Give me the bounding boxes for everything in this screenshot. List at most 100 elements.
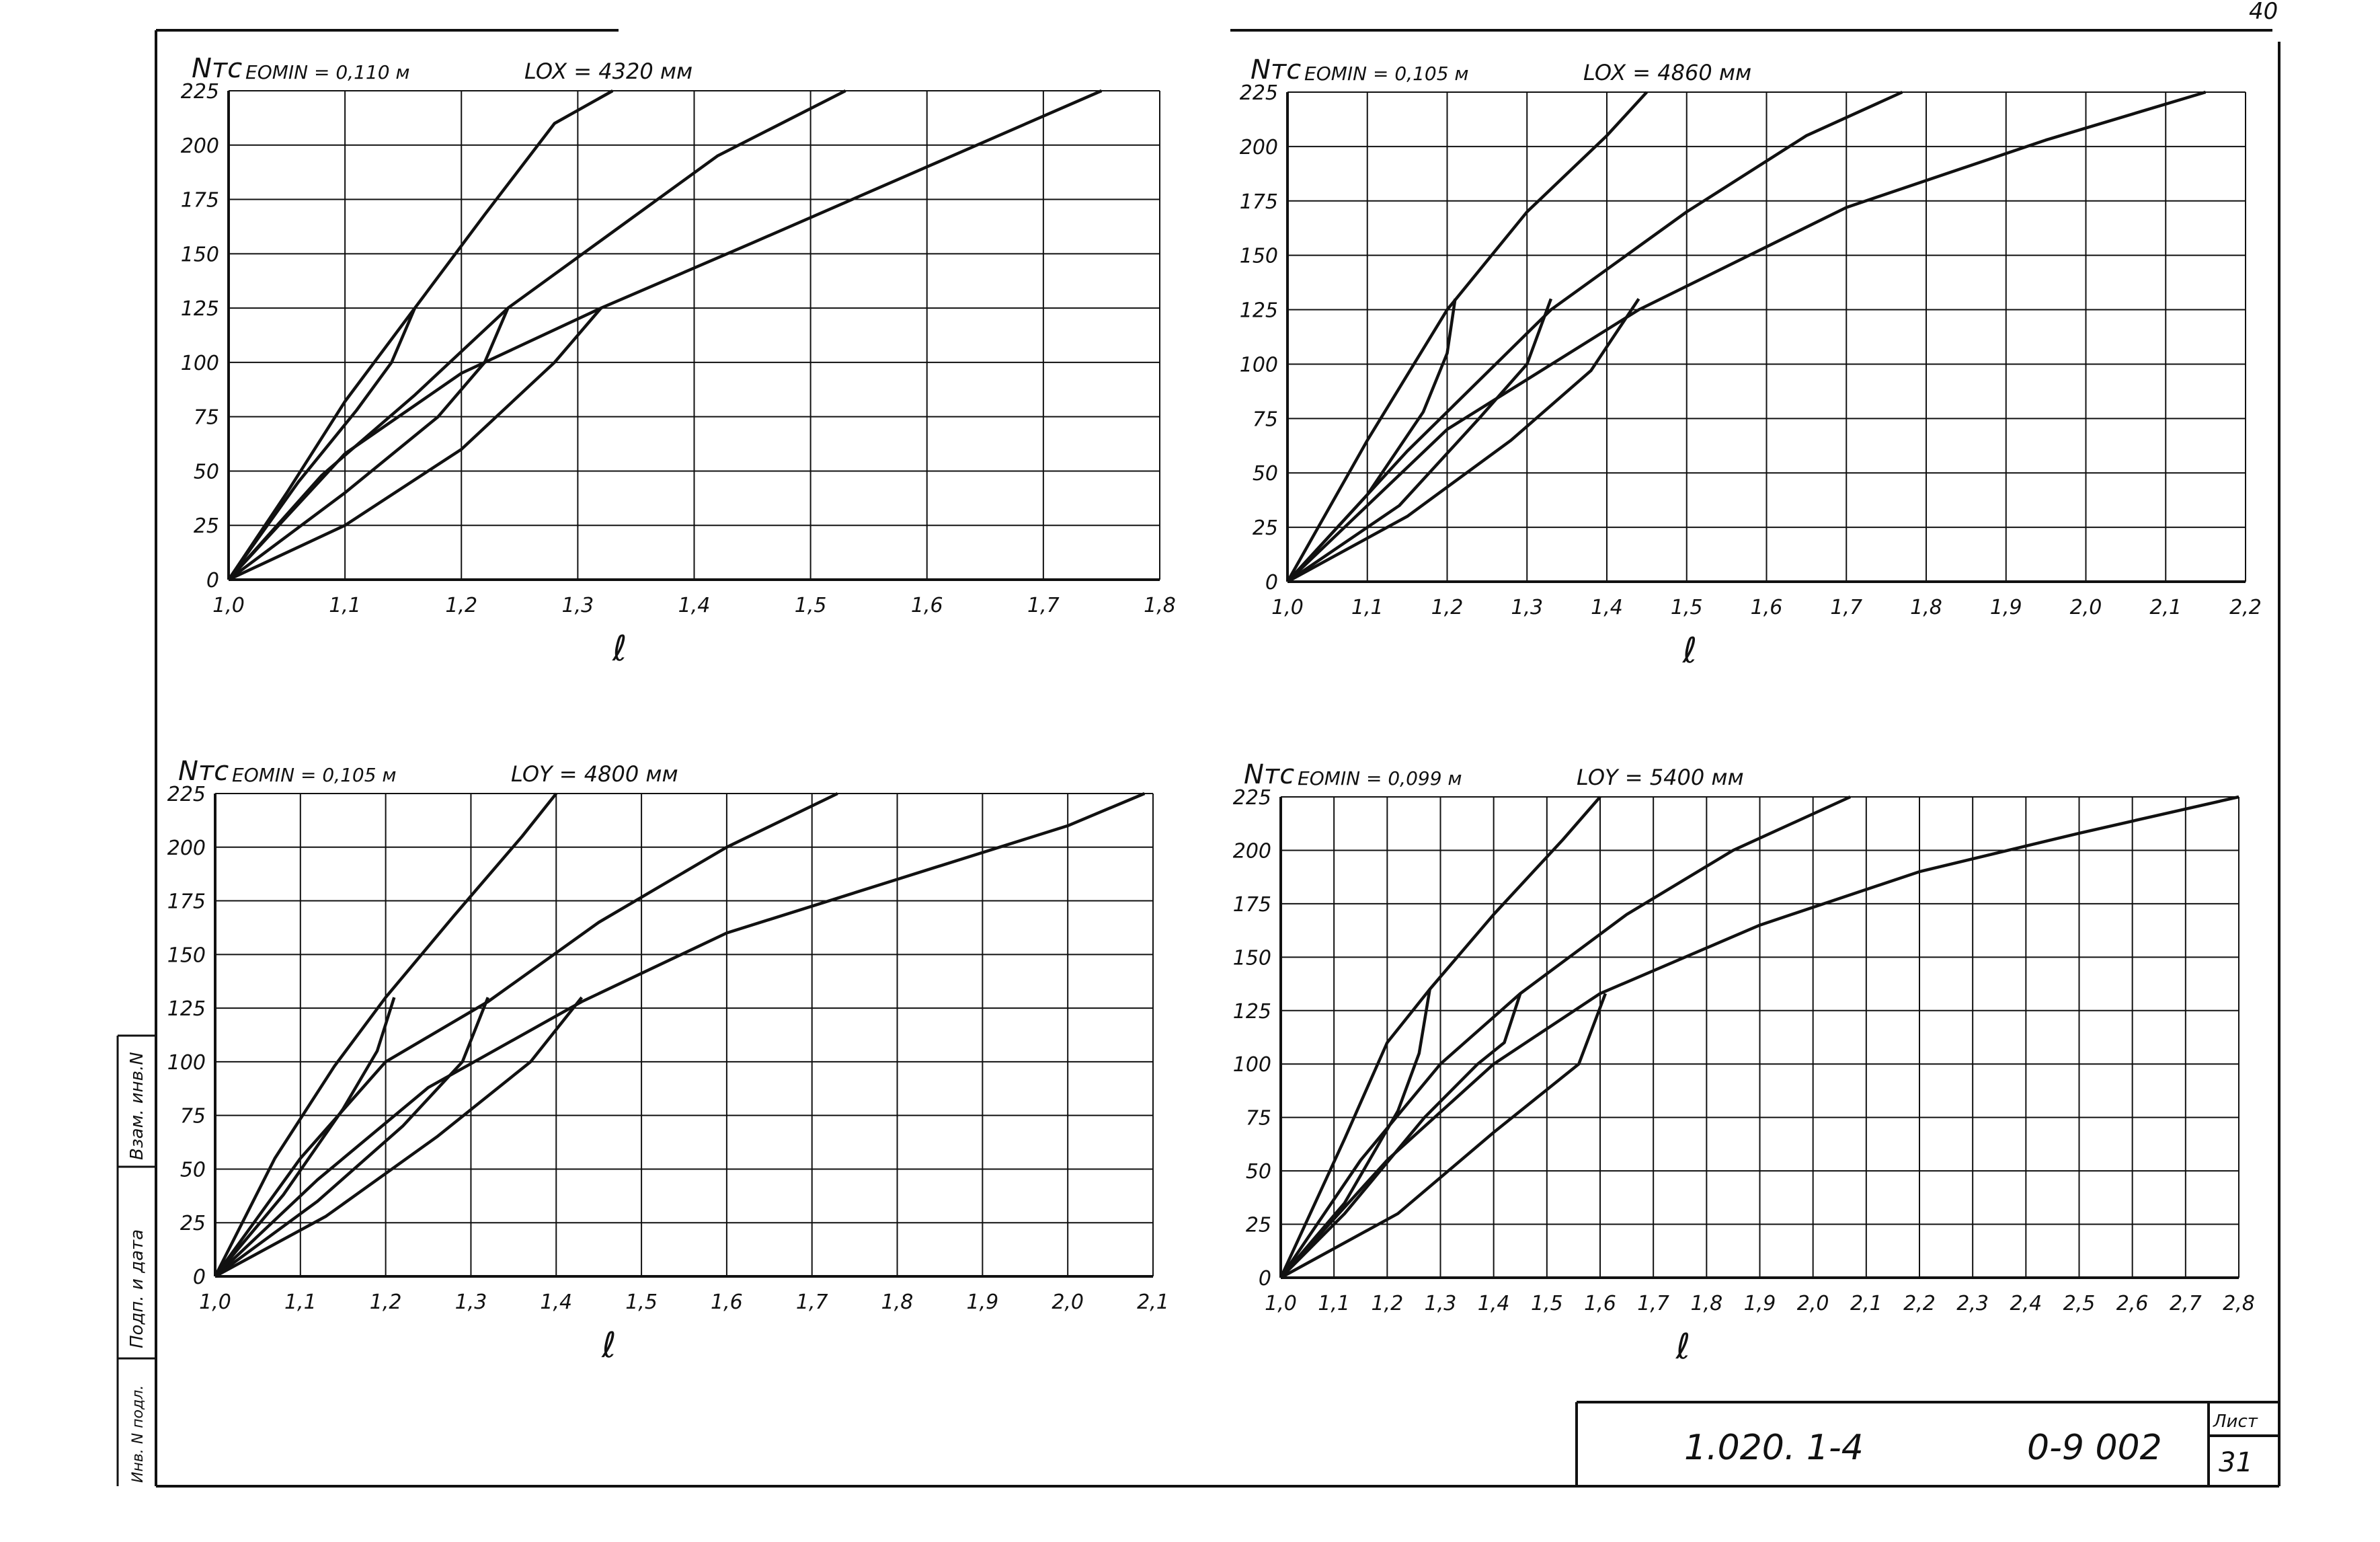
sheet-number: 31	[2219, 1447, 2253, 1478]
y-tick-label: 150	[1233, 946, 1271, 970]
sheet-frame	[155, 29, 2280, 1488]
y-tick-label: 100	[167, 1051, 206, 1075]
x-tick-label: 1,8	[881, 1290, 914, 1314]
x-tick-label: 2,8	[2223, 1292, 2255, 1315]
x-tick-label: 1,1	[329, 594, 361, 617]
y-tick-label: 225	[1233, 786, 1271, 810]
x-tick-label: 1,7	[1830, 596, 1862, 619]
y-tick-label: 50	[180, 1158, 206, 1182]
y-tick-label: 125	[1233, 1000, 1271, 1024]
corner-mark: 40	[2249, 0, 2278, 25]
series-line-5	[1286, 298, 1553, 583]
series-line-3	[214, 792, 1146, 1278]
y-tick-label: 75	[180, 1105, 206, 1128]
x-axis-label: ℓ	[1682, 631, 1697, 671]
parameter-eomin: EOMIN = 0,105 м	[1304, 63, 1469, 85]
x-tick-label: 1,2	[1431, 596, 1464, 619]
parameter-length: LOY = 4800 мм	[511, 761, 678, 787]
x-tick-label: 1,2	[1371, 1292, 1403, 1315]
x-tick-label: 1,3	[1425, 1292, 1457, 1315]
x-tick-label: 1,1	[1318, 1292, 1350, 1315]
chart-panel-top-right: 1,0 1,1 1,2 1,3 1,4 1,5 1,6 1,7 1,8 1,9 2,0 2,1 2,2 0…	[1240, 54, 2262, 671]
x-tick-label: 1,7	[1637, 1292, 1669, 1315]
y-axis-label: Nтс	[1244, 759, 1294, 790]
y-tick-label: 25	[1253, 516, 1278, 540]
x-tick-label: 2,3	[1956, 1292, 1989, 1315]
stamp-label-replacement: Взам. инв.N	[127, 1052, 147, 1160]
series-line-2	[214, 792, 838, 1278]
y-axis-label: Nтс	[1251, 54, 1301, 85]
x-tick-label: 1,6	[1751, 596, 1783, 619]
parameter-eomin: EOMIN = 0,105 м	[232, 764, 397, 786]
series-line-4	[1279, 989, 1431, 1279]
x-tick-label: 1,5	[1671, 596, 1703, 619]
y-tick-label: 150	[167, 943, 206, 967]
y-tick-label: 0	[1259, 1267, 1271, 1290]
parameter-eomin: EOMIN = 0,110 м	[245, 61, 410, 83]
x-tick-label: 1,8	[1690, 1292, 1722, 1315]
series-line-4	[1286, 299, 1457, 583]
x-tick-label: 1,6	[711, 1290, 743, 1314]
y-tick-label: 100	[1240, 353, 1278, 377]
x-tick-label: 1,0	[199, 1290, 231, 1314]
x-tick-label: 1,3	[455, 1290, 487, 1314]
x-tick-label: 1,2	[370, 1290, 402, 1314]
y-tick-label: 175	[181, 189, 219, 213]
y-tick-label: 75	[1253, 408, 1278, 431]
x-tick-label: 1,0	[1265, 1292, 1297, 1315]
x-tick-label: 1,5	[795, 594, 827, 617]
series-line-4	[214, 997, 396, 1278]
x-tick-label: 1,5	[1531, 1292, 1563, 1315]
y-tick-label: 175	[1233, 893, 1271, 917]
x-tick-label: 1,9	[1744, 1292, 1776, 1315]
y-tick-label: 75	[194, 406, 219, 430]
series-line-3	[1279, 795, 2239, 1279]
x-axis-label: ℓ	[601, 1325, 616, 1366]
x-tick-label: 1,0	[212, 594, 245, 617]
y-tick-label: 150	[1240, 245, 1278, 268]
chart-panel-bottom-left: 1,0 1,1 1,2 1,3 1,4 1,5 1,6 1,7 1,8 1,9 2,0 2,1 0 25 5…	[167, 756, 1169, 1366]
y-tick-label: 225	[167, 783, 206, 806]
x-tick-label: 2,0	[1052, 1290, 1084, 1314]
series-line-1	[1286, 91, 1649, 583]
x-tick-label: 2,7	[2170, 1292, 2202, 1315]
x-tick-label: 1,1	[1351, 596, 1384, 619]
chart-panel-bottom-right: 1,0 1,1 1,2 1,3 1,4 1,5 1,6 1,7 1,8 1,9 2,0 2,1 2,2 2…	[1233, 759, 2255, 1367]
x-tick-label: 1,3	[1511, 596, 1543, 619]
x-tick-label: 2,4	[2010, 1292, 2042, 1315]
y-tick-label: 25	[194, 514, 219, 538]
x-tick-label: 1,7	[796, 1290, 828, 1314]
x-tick-label: 1,2	[445, 594, 477, 617]
stamp-label-signature: Подп. и дата	[127, 1229, 147, 1348]
x-tick-label: 2,1	[1850, 1292, 1882, 1315]
x-tick-label: 1,4	[678, 594, 711, 617]
side-stamp	[116, 1034, 156, 1486]
y-tick-label: 200	[181, 134, 219, 158]
y-tick-label: 175	[167, 890, 206, 914]
x-tick-label: 1,3	[562, 594, 594, 617]
stamp-label-inventory: Инв. N подл.	[130, 1385, 147, 1483]
y-tick-label: 50	[1253, 462, 1278, 486]
y-tick-label: 200	[1233, 839, 1271, 863]
y-tick-label: 25	[180, 1212, 206, 1235]
series-line-6	[228, 307, 602, 582]
y-tick-label: 125	[1240, 299, 1278, 323]
x-axis-label: ℓ	[1675, 1327, 1690, 1367]
y-tick-label: 0	[206, 569, 219, 592]
series-line-5	[227, 307, 510, 581]
x-tick-label: 2,2	[1903, 1292, 1936, 1315]
y-tick-label: 200	[1240, 136, 1278, 159]
y-tick-label: 125	[167, 997, 206, 1021]
title-block	[1575, 1401, 2279, 1486]
x-tick-label: 2,2	[2229, 596, 2262, 619]
x-tick-label: 1,6	[911, 594, 943, 617]
series-line-2	[1279, 795, 1852, 1279]
x-tick-label: 1,4	[540, 1290, 572, 1314]
series-line-4	[227, 307, 417, 581]
x-tick-label: 1,1	[284, 1290, 317, 1314]
y-tick-label: 225	[1240, 81, 1278, 105]
document-number: 0-9 002	[2027, 1428, 2162, 1468]
series-line-3	[227, 89, 1103, 581]
y-tick-label: 100	[1233, 1053, 1271, 1077]
